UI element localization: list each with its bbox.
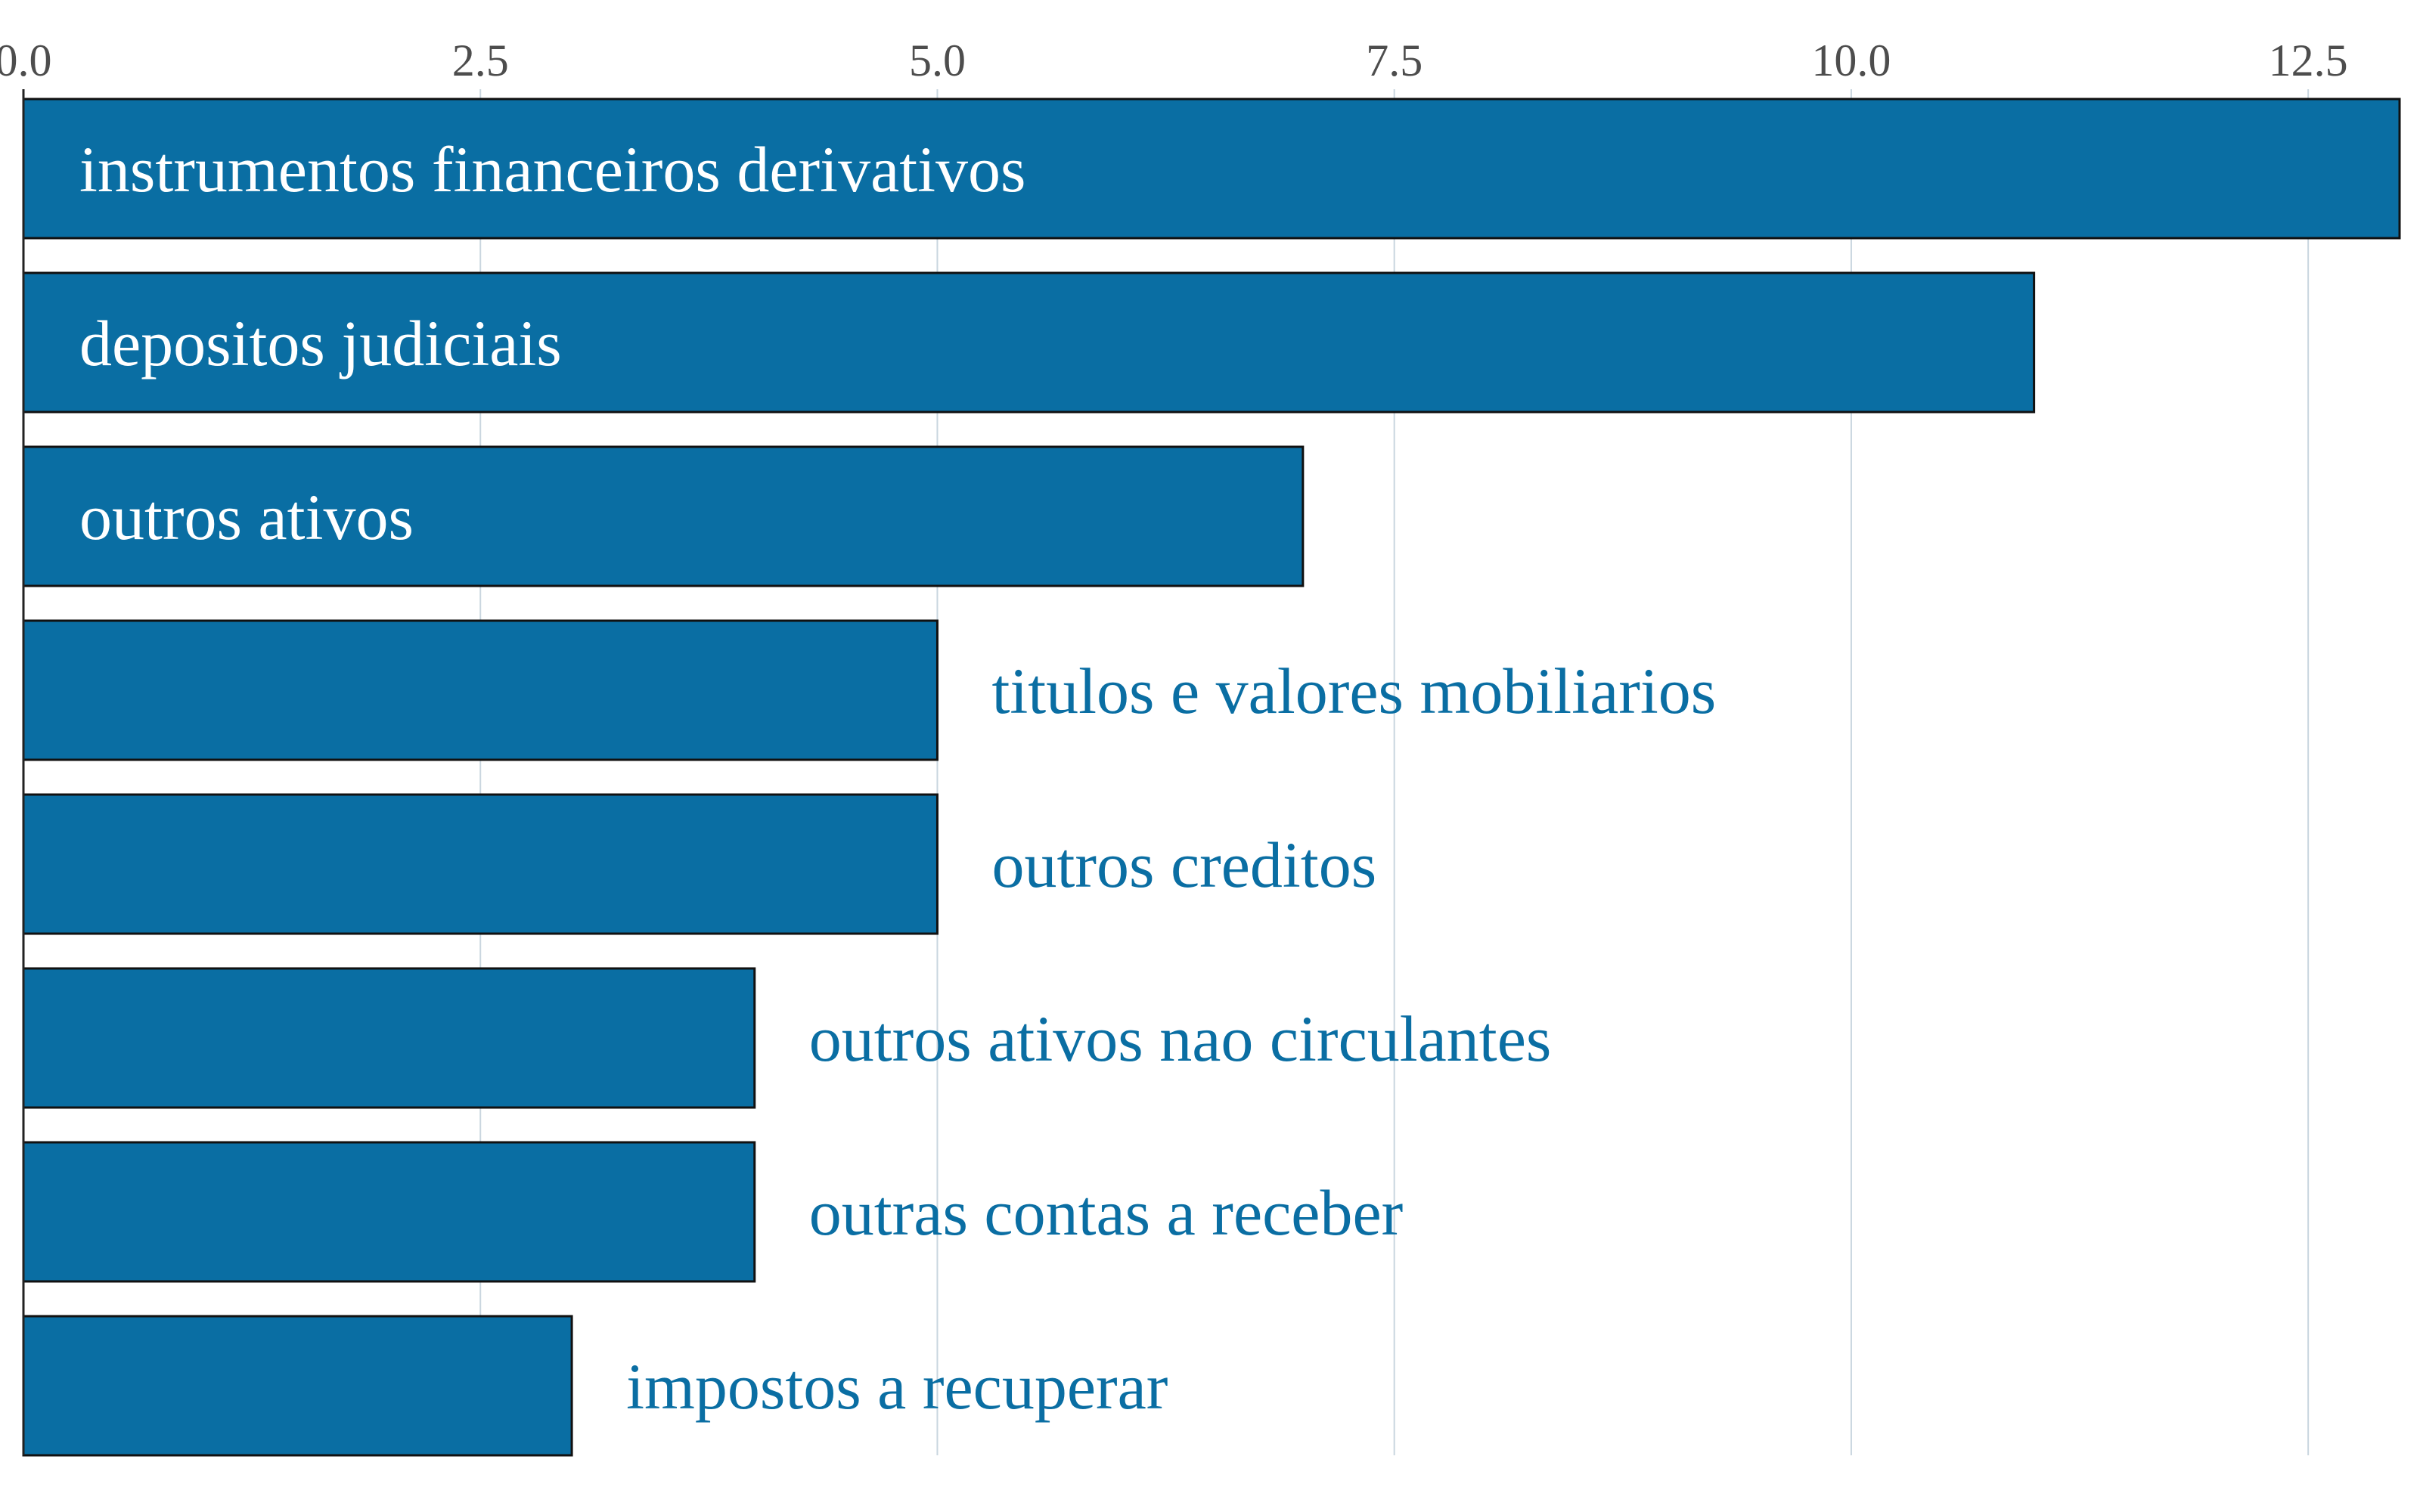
- bar-label: impostos a recuperar: [626, 1350, 1168, 1423]
- bar-labels: instrumentos financeiros derivativos depo…: [79, 133, 1716, 1423]
- bar-label: outros ativos nao circulantes: [809, 1002, 1552, 1075]
- bar-label: outros ativos: [79, 481, 414, 553]
- bar-label: titulos e valores mobiliarios: [991, 655, 1716, 727]
- bar: [22, 1315, 573, 1457]
- bar-label: instrumentos financeiros derivativos: [79, 133, 1026, 206]
- bar: [22, 1141, 756, 1283]
- bar-label: outros creditos: [991, 829, 1376, 901]
- x-tick-label: 10.0: [1811, 36, 1891, 85]
- x-tick-label: 5.0: [909, 36, 966, 85]
- x-tick-label: 0.0: [0, 36, 52, 85]
- x-tick-label: 7.5: [1366, 36, 1423, 85]
- bar-label: outras contas a receber: [809, 1176, 1404, 1249]
- bar: [22, 793, 939, 935]
- x-axis-ticks: 0.0 2.5 5.0 7.5 10.0 12.5: [0, 36, 2348, 85]
- x-tick-label: 2.5: [452, 36, 509, 85]
- bar: [22, 619, 939, 761]
- bars: [22, 98, 2401, 1457]
- bar: [22, 445, 1305, 587]
- x-tick-label: 12.5: [2269, 36, 2348, 85]
- bar-label: depositos judiciais: [79, 307, 562, 380]
- bar: [22, 98, 2401, 240]
- bar: [22, 967, 756, 1109]
